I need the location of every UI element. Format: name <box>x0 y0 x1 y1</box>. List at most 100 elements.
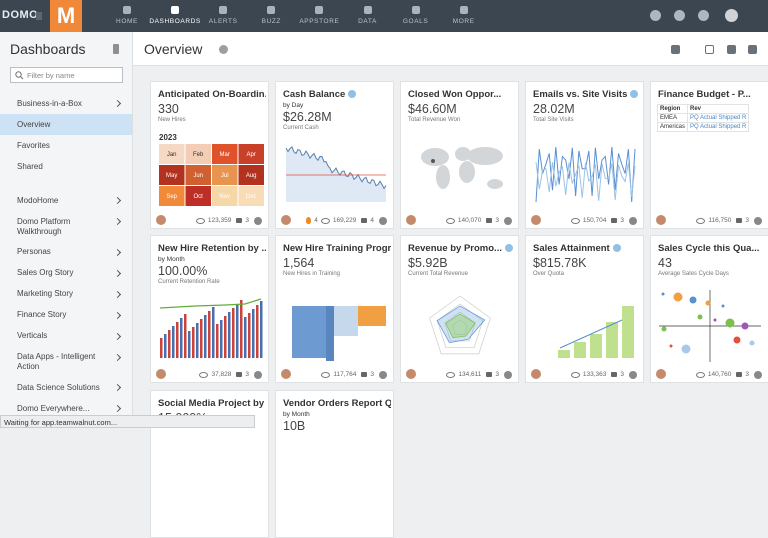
help-icon[interactable] <box>698 10 709 21</box>
card[interactable]: Anticipated On-Boardin... 330 New Hires 202… <box>150 81 269 229</box>
bar <box>260 301 263 358</box>
comment-icon[interactable] <box>611 218 618 223</box>
comment-icon[interactable] <box>236 372 243 377</box>
filter-icon[interactable] <box>671 45 680 54</box>
dashboard-item[interactable]: Personas <box>0 242 132 263</box>
add-icon[interactable] <box>674 10 685 21</box>
dot <box>661 326 667 332</box>
dashboard-item[interactable]: Favorites <box>0 135 132 156</box>
owner-icon[interactable] <box>219 45 228 54</box>
card[interactable]: Revenue by Promo... $5.92B Current Total R… <box>400 235 519 383</box>
card-action-icon[interactable] <box>379 216 387 225</box>
card[interactable]: Sales Attainment $815.78K Over Quota 133,36… <box>525 235 644 383</box>
card[interactable]: Cash Balance by Day $26.28M Current Cash 4 16… <box>275 81 394 229</box>
dot <box>721 304 725 308</box>
certified-badge <box>504 244 513 252</box>
dot <box>705 300 711 306</box>
logo[interactable]: DOMO <box>2 9 39 21</box>
card-action-icon[interactable] <box>629 370 637 379</box>
comment-icon[interactable] <box>361 218 368 223</box>
nav-item[interactable]: DASHBOARDS <box>145 0 205 32</box>
card-action-icon[interactable] <box>504 216 512 225</box>
nav-item[interactable]: HOME <box>97 0 157 32</box>
dashboard-item[interactable]: Data Apps - Intelligent Action <box>0 347 132 378</box>
bar <box>212 307 215 358</box>
dashboard-item[interactable]: Data Science Solutions <box>0 377 132 398</box>
comment-icon[interactable] <box>236 218 243 223</box>
certified-badge <box>348 90 357 98</box>
card[interactable]: Closed Won Oppor... $46.60M Total Revenue … <box>400 81 519 229</box>
card[interactable]: New Hire Retention by ... by Month 100.00%… <box>150 235 269 383</box>
dashboard-item[interactable]: Overview <box>0 114 132 135</box>
nav-item[interactable]: GOALS <box>386 0 446 32</box>
view-count: 117,764 <box>333 371 357 378</box>
dashboard-item[interactable]: Domo Everywhere... <box>0 398 132 419</box>
card-action-icon[interactable] <box>254 216 262 225</box>
share-icon[interactable] <box>727 45 736 54</box>
dashboard-item[interactable]: Shared <box>0 156 132 177</box>
add-card-icon[interactable] <box>705 45 714 54</box>
page-header: Overview <box>133 32 768 66</box>
pin-icon[interactable] <box>113 44 119 54</box>
bar <box>558 350 570 358</box>
card-action-icon[interactable] <box>754 216 762 225</box>
nav-item[interactable]: APPSTORE <box>289 0 349 32</box>
card-summary: $815.78K Over Quota <box>533 256 641 278</box>
card-title: New Hire Training Progr... <box>283 243 391 254</box>
comment-icon[interactable] <box>486 218 493 223</box>
dashboard-item[interactable]: Verticals <box>0 326 132 347</box>
chevron <box>113 404 122 413</box>
land <box>421 148 449 166</box>
nav-item[interactable]: BUZZ <box>241 0 301 32</box>
dashboard-label: Shared <box>17 161 43 171</box>
card[interactable]: Vendor Orders Report Q2 by Month 10B <box>275 390 394 538</box>
comment-icon[interactable] <box>486 372 493 377</box>
comment-icon[interactable] <box>611 372 618 377</box>
dashboard-item[interactable]: Business-in-a-Box <box>0 93 132 114</box>
bar <box>622 306 634 358</box>
card-value: $46.60M <box>408 102 457 116</box>
card[interactable]: Finance Budget - P... Region Rev EMEA PQ Act… <box>650 81 768 229</box>
card-value: 43 <box>658 256 672 270</box>
dashboard-item[interactable]: Marketing Story <box>0 284 132 305</box>
filter-input[interactable]: Filter by name <box>10 67 123 83</box>
card-action-icon[interactable] <box>754 370 762 379</box>
comment-icon[interactable] <box>361 372 368 377</box>
dashboard-item[interactable]: ModoHome <box>0 190 132 211</box>
settings-icon[interactable] <box>748 45 757 54</box>
card[interactable]: New Hire Training Progr... 1,564 New Hires… <box>275 235 394 383</box>
card-action-icon[interactable] <box>254 370 262 379</box>
nav-item[interactable]: MORE <box>434 0 494 32</box>
comment-icon[interactable] <box>736 218 743 223</box>
dashboard-label: Verticals <box>17 331 48 340</box>
user-avatar[interactable] <box>725 9 738 22</box>
logo-mark[interactable]: M <box>50 0 82 32</box>
card-action-icon[interactable] <box>504 370 512 379</box>
nav-item[interactable]: DATA <box>338 0 398 32</box>
bar <box>180 318 183 358</box>
card[interactable]: Emails vs. Site Visits 28.02M Total Site V… <box>525 81 644 229</box>
bar <box>252 309 255 358</box>
dashboard-item[interactable]: Domo Platform Walkthrough <box>0 211 132 242</box>
dashboard-item[interactable]: Sales Org Story <box>0 263 132 284</box>
card[interactable]: Social Media Project by ...15.000% <box>150 390 269 538</box>
nav-item[interactable]: ALERTS <box>193 0 253 32</box>
search-icon[interactable] <box>650 10 661 21</box>
card[interactable]: Sales Cycle this Qua... 43 Average Sales C… <box>650 235 768 383</box>
card-action-icon[interactable] <box>379 370 387 379</box>
heatmap-month: Dec <box>246 194 257 200</box>
card-action-icon[interactable] <box>629 216 637 225</box>
views-icon <box>695 371 705 378</box>
dashboard-item[interactable]: Finance Story <box>0 305 132 326</box>
card-footer: 140,760 3 <box>651 366 768 382</box>
heatmap-year: 2023 <box>159 133 177 142</box>
bar <box>606 322 618 358</box>
comment-icon[interactable] <box>736 372 743 377</box>
card-title: Social Media Project by ... <box>158 398 266 409</box>
nav-label: ALERTS <box>208 18 238 25</box>
heatmap-month: May <box>166 173 177 179</box>
card-value: 28.02M <box>533 102 575 116</box>
owner-avatar <box>406 215 416 225</box>
heatmap-month: Apr <box>247 152 256 158</box>
owner-avatar <box>281 369 291 379</box>
